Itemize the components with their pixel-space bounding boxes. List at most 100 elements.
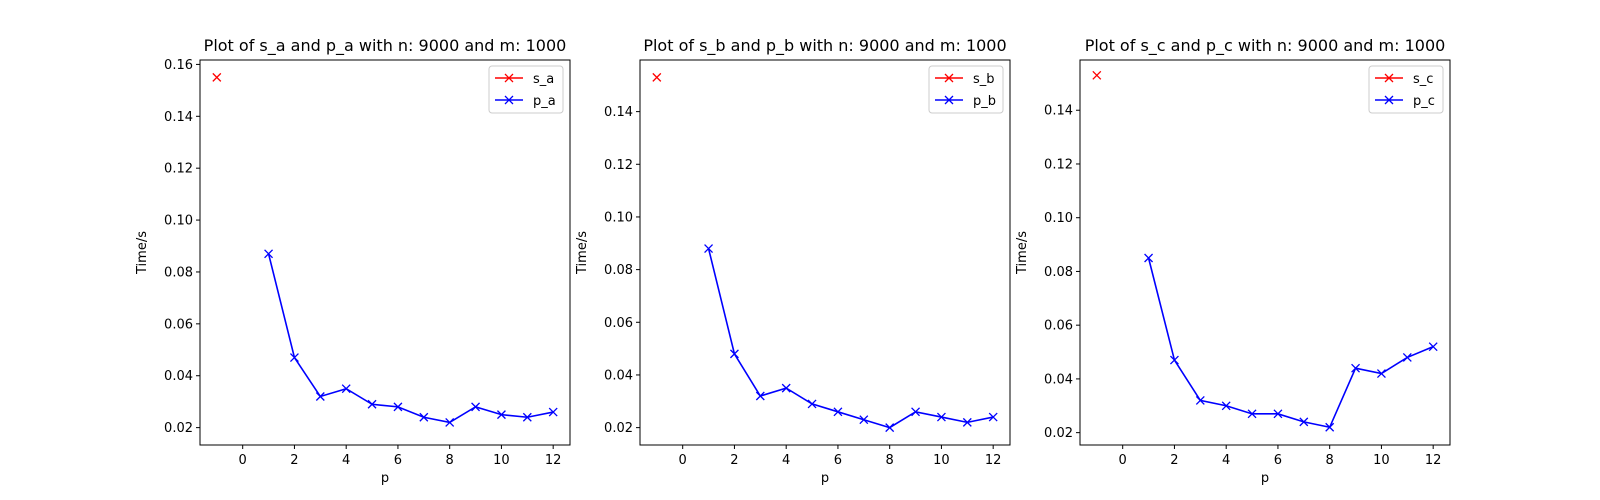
y-tick-label: 0.04 [1044,372,1073,387]
x-tick-label: 6 [834,453,842,468]
data-point [1376,369,1386,378]
data-point [289,353,299,363]
y-tick-label: 0.12 [164,162,193,177]
plot-area [1079,59,1451,446]
legend-entry: p_c [1375,94,1435,109]
x-tick-label: 6 [394,453,402,468]
y-tick-label: 0.08 [1044,265,1073,280]
y-tick-label: 0.02 [604,421,633,436]
data-point [1169,355,1179,365]
data-point [341,384,351,394]
series-line [267,253,554,424]
data-point [393,402,403,412]
y-tick-label: 0.16 [164,58,193,73]
data-point [704,244,714,254]
data-point [911,407,921,417]
data-point [807,399,817,409]
y-axis-label: Time/s [575,231,590,275]
x-tick-label: 2 [290,453,298,468]
legend-entry: p_a [495,94,556,109]
y-tick-label: 0.12 [604,158,633,173]
data-point [1144,253,1154,263]
y-tick-label: 0.02 [164,421,193,436]
series-line [707,248,994,429]
x-tick-label: 2 [1170,453,1178,468]
y-tick-label: 0.14 [1044,104,1073,119]
legend-label: s_b [973,72,995,87]
legend-label: s_c [1413,72,1433,87]
x-axis-label: p [821,471,829,486]
x-tick-label: 10 [493,453,510,468]
x-axis-label: p [1261,471,1269,486]
data-point [1299,417,1309,427]
series-p_c [1144,253,1438,432]
data-point [755,391,765,401]
data-point [315,392,325,401]
data-point [1428,342,1438,352]
y-tick-label: 0.14 [164,110,193,125]
x-tick-label: 8 [446,453,454,468]
legend-marker [504,73,514,83]
chart-panel-2: Plot of s_b and p_b with n: 9000 and m: … [575,36,1011,486]
data-point [1092,70,1102,80]
y-tick-label: 0.08 [604,263,633,278]
y-tick-label: 0.12 [1044,157,1073,172]
legend: s_b p_b [928,65,1004,114]
data-point [1325,422,1335,432]
legend-label: s_a [533,72,554,87]
data-point [445,417,455,427]
legend-label: p_c [1413,94,1435,109]
x-tick-label: 0 [679,453,687,468]
legend-marker [944,73,954,83]
x-tick-label: 10 [1373,453,1390,468]
y-tick-label: 0.10 [1044,211,1073,226]
x-tick-label: 6 [1274,453,1282,468]
y-tick-label: 0.08 [164,265,193,280]
data-point [729,349,739,359]
x-tick-label: 4 [342,453,350,468]
legend: s_c p_c [1368,65,1444,114]
legend-entry: p_b [935,94,996,109]
data-point [781,383,791,393]
legend-entry: s_b [935,72,995,87]
legend-marker [504,95,514,105]
data-point [1273,409,1283,419]
y-tick-label: 0.04 [604,368,633,383]
x-tick-label: 0 [1119,453,1127,468]
chart-panel-3: Plot of s_c and p_c with n: 9000 and m: … [1015,36,1451,486]
data-point [833,407,843,417]
legend-marker [944,95,954,105]
data-point [496,410,506,420]
x-axis-label: p [381,471,389,486]
y-tick-label: 0.04 [164,369,193,384]
data-point [1247,409,1257,419]
plot-area [199,59,571,446]
legend-label: p_a [533,94,556,109]
data-point [1402,352,1412,362]
y-tick-label: 0.02 [1044,426,1073,441]
y-tick-label: 0.10 [164,214,193,229]
legend-marker [1384,73,1394,83]
x-tick-label: 0 [239,453,247,468]
x-tick-label: 4 [782,453,790,468]
x-tick-label: 12 [985,453,1002,468]
y-axis-label: Time/s [135,231,150,275]
series-s_b [652,72,662,82]
x-tick-label: 4 [1222,453,1230,468]
legend-entry: s_a [495,72,554,87]
x-tick-label: 2 [730,453,738,468]
chart-panel-1: Plot of s_a and p_a with n: 9000 and m: … [135,36,571,486]
data-point [212,72,222,82]
data-point [264,249,274,259]
y-tick-label: 0.10 [604,210,633,225]
data-point [885,423,895,433]
x-tick-label: 10 [933,453,950,468]
data-point [419,412,429,422]
x-tick-label: 8 [886,453,894,468]
y-tick-label: 0.06 [164,317,193,332]
data-point [988,412,998,422]
chart-title: Plot of s_c and p_c with n: 9000 and m: … [1085,36,1446,56]
data-point [471,402,481,412]
data-point [1195,395,1205,405]
